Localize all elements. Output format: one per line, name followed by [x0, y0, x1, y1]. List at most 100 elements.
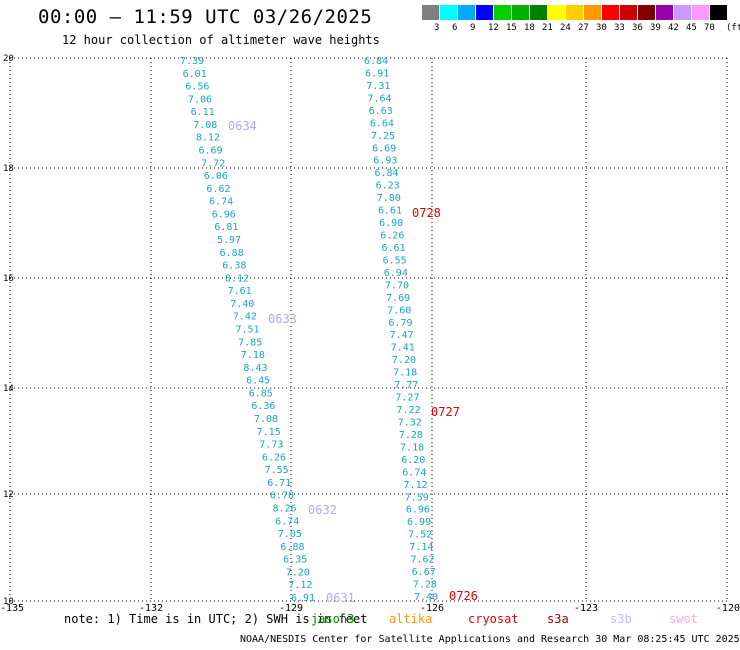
swh-value: 6.93 [373, 156, 397, 167]
swh-value: 6.79 [388, 318, 412, 329]
swh-value: 7.40 [414, 592, 438, 603]
footer-credit: NOAA/NESDIS Center for Satellite Applica… [240, 634, 740, 645]
swh-value: 6.94 [384, 268, 408, 279]
map-title: 00:00 – 11:59 UTC 03/26/2025 [38, 6, 373, 28]
swh-value: 6.61 [378, 206, 402, 217]
swh-value: 7.59 [405, 492, 429, 503]
swh-value: 7.73 [259, 440, 283, 451]
swh-value: 8.12 [225, 273, 249, 284]
west-track: 7.39 6.01 6.567.06 6.11 7.08 8.12 6.697.72 6.06… [180, 56, 315, 604]
swh-value: 7.28 [413, 580, 437, 591]
swh-value: 7.47 [390, 330, 414, 341]
swh-value: 6.26 [380, 231, 404, 242]
swh-value: 7.69 [386, 293, 410, 304]
swh-value: 7.18 [241, 350, 265, 361]
swh-value: 7.08 [193, 120, 217, 131]
lon-label: -135 [0, 603, 24, 614]
legend-unit: (ft) [726, 23, 740, 33]
legend-swatch [458, 5, 475, 20]
legend-swatch [620, 5, 637, 20]
swh-value: 7.62 [411, 555, 435, 566]
legend-label: 27 [578, 23, 589, 33]
swh-value: 7.42 [233, 312, 257, 323]
swh-value: 6.90 [379, 218, 403, 229]
swh-value: 7.12 [404, 480, 428, 491]
swh-value: 7.40 [230, 299, 254, 310]
swh-value: 6.23 [376, 181, 400, 192]
map-grid [9, 57, 730, 602]
legend-label: 39 [650, 23, 661, 33]
pass-label: 0728 [412, 206, 441, 220]
pass-label: 0634 [228, 119, 257, 133]
mission-label: swot [669, 612, 698, 626]
legend-swatch [476, 5, 493, 20]
swh-value: 6.96 [406, 505, 430, 516]
mission-label: cryosat [468, 612, 519, 626]
legend-label: 6 [452, 23, 458, 33]
longitude-labels: -135 -132 -129 -126 -123 -120 [0, 603, 740, 614]
swh-value: 7.27 [395, 393, 419, 404]
swh-value: 6.63 [369, 106, 393, 117]
pass-label: 0727 [431, 405, 460, 419]
swh-value: 6.45 [246, 376, 270, 387]
lat-label: 10 [3, 597, 14, 607]
lon-label: -123 [574, 603, 598, 614]
pass-labels: 0634 0633 0632 0631 0728 0727 0726 [228, 119, 478, 605]
swh-value: 7.18 [400, 442, 424, 453]
swh-value: 7.15 [257, 427, 281, 438]
swh-value: 7.41 [391, 343, 415, 354]
swh-value: 6.84 [364, 56, 388, 67]
legend-label: 45 [686, 23, 697, 33]
mission-label: s3b [610, 612, 632, 626]
swh-value: 6.64 [370, 118, 394, 129]
swh-value: 6.91 [365, 68, 389, 79]
swh-value: 7.52 [408, 530, 432, 541]
swh-value: 7.70 [385, 280, 409, 291]
legend-swatch [656, 5, 673, 20]
legend-swatch [566, 5, 583, 20]
legend-swatch [692, 5, 709, 20]
swh-value: 7.18 [393, 368, 417, 379]
lon-label: -126 [420, 603, 444, 614]
swh-value: 6.88 [280, 542, 304, 553]
legend-label: 18 [524, 23, 535, 33]
legend-label: 33 [614, 23, 625, 33]
swh-value: 6.38 [222, 261, 246, 272]
swh-value: 7.31 [366, 81, 390, 92]
swh-value: 6.81 [214, 222, 238, 233]
legend-label: 30 [596, 23, 607, 33]
swh-value: 6.56 [185, 82, 209, 93]
swh-value: 6.20 [401, 455, 425, 466]
swh-value: 7.20 [286, 567, 310, 578]
legend-label: 15 [506, 23, 517, 33]
legend-label: 9 [470, 23, 476, 33]
mission-label: jason3 [311, 612, 355, 626]
legend-swatch [440, 5, 457, 20]
lat-label: 12 [3, 490, 14, 500]
pass-label: 0631 [326, 591, 355, 605]
swh-value: 6.99 [407, 517, 431, 528]
swh-value: 7.72 [201, 158, 225, 169]
swh-value: 7.80 [377, 193, 401, 204]
swh-value: 6.01 [183, 69, 207, 80]
lon-label: -129 [279, 603, 303, 614]
east-track: 6.846.917.317.646.636.647.256.696.936.84… [364, 56, 438, 603]
pass-label: 0633 [268, 312, 297, 326]
swh-value: 7.60 [387, 305, 411, 316]
swh-value: 6.69 [372, 143, 396, 154]
lat-label: 16 [3, 274, 14, 284]
swh-value: 7.12 [288, 580, 312, 591]
swh-value: 7.28 [399, 430, 423, 441]
legend-swatch [584, 5, 601, 20]
lat-label: 20 [3, 54, 14, 64]
legend-label: 70 [704, 23, 715, 33]
legend-label: 21 [542, 23, 553, 33]
legend-swatch [638, 5, 655, 20]
swh-value: 6.69 [199, 146, 223, 157]
swh-value: 8.43 [243, 363, 267, 374]
mission-label: s3a [547, 612, 569, 626]
lon-label: -120 [716, 603, 740, 614]
mission-label: altika [389, 612, 433, 626]
swh-value: 7.32 [398, 417, 422, 428]
